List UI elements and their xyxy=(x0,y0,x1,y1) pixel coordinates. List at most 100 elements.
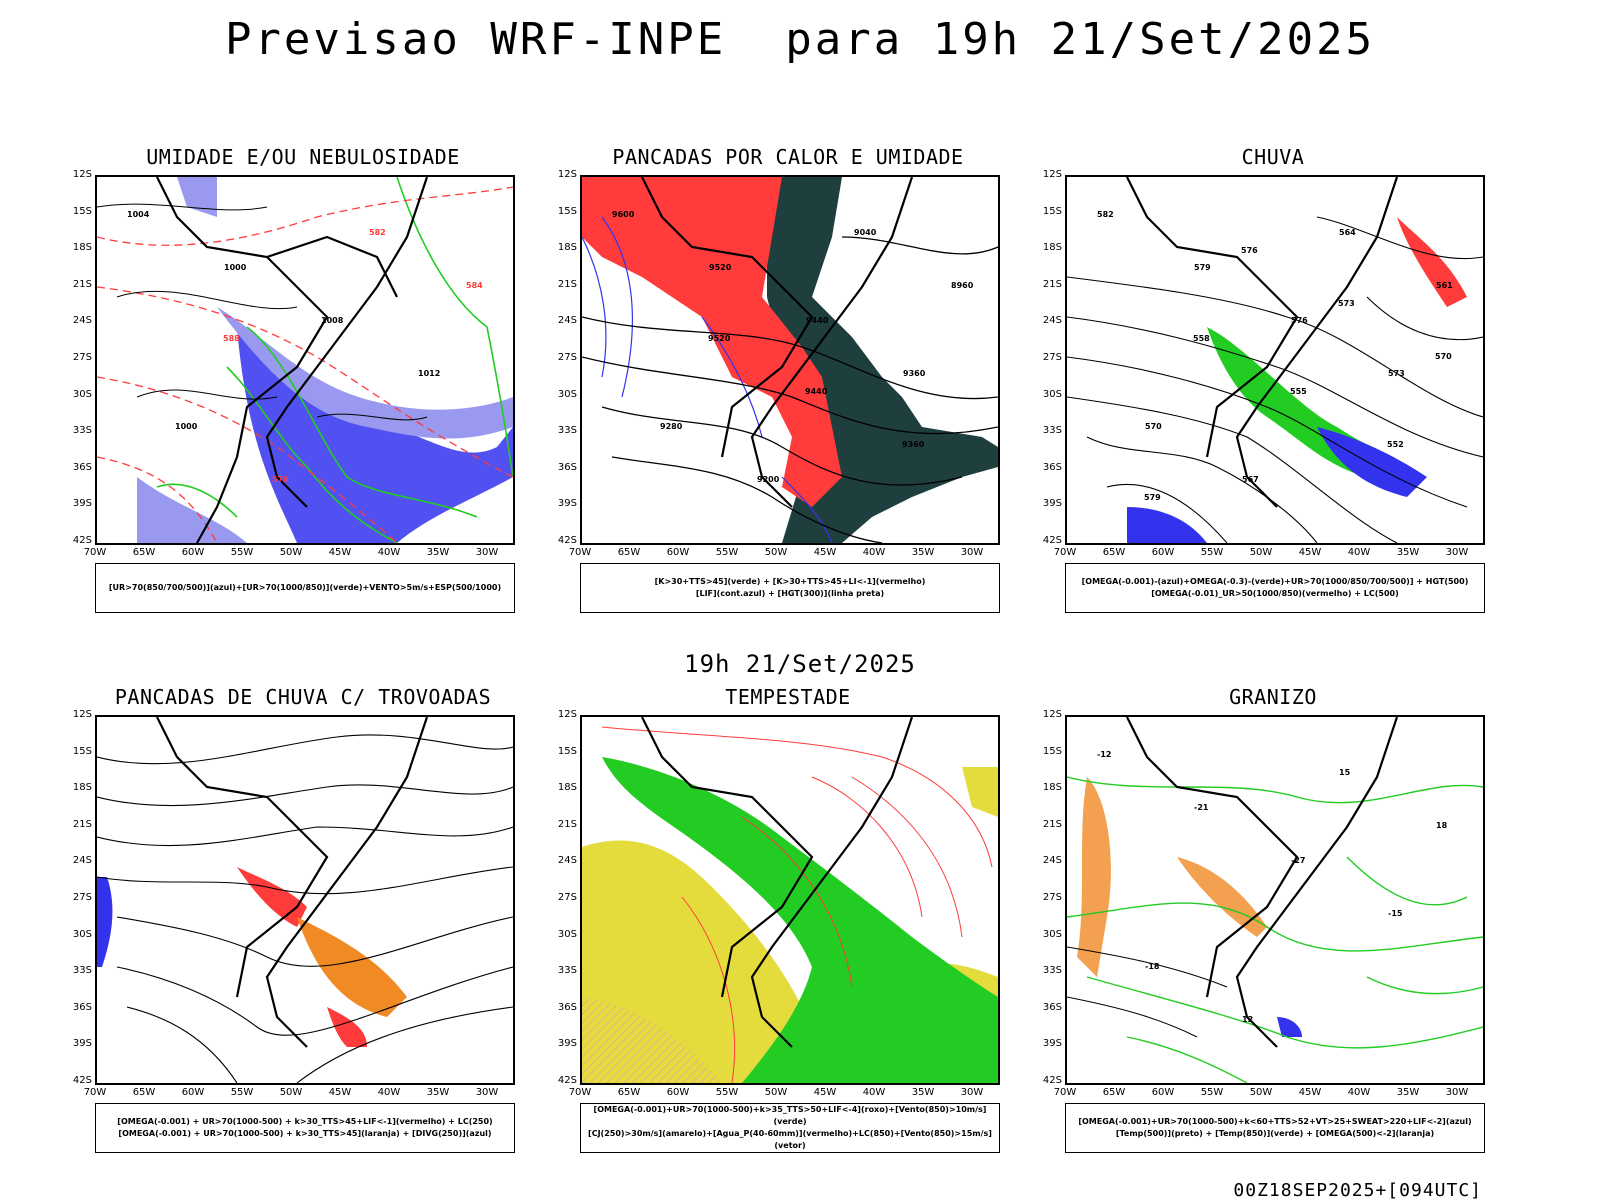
lon-tick-label: 65W xyxy=(132,1087,156,1098)
contour-value-label: -15 xyxy=(1388,909,1403,918)
lat-tick-label: 27S xyxy=(1042,352,1062,363)
legend-box: [OMEGA(-0.001) + UR>70(1000-500) + k>30_… xyxy=(95,1103,515,1153)
lat-tick-label: 27S xyxy=(1042,892,1062,903)
panel-umidade: UMIDADE E/OU NEBULOSIDADE xyxy=(58,145,548,645)
lon-tick-label: 50W xyxy=(764,547,788,558)
orange-shower-region xyxy=(297,917,407,1017)
hgt300-contour xyxy=(841,236,998,255)
lat-tick-label: 21S xyxy=(72,278,92,290)
legend-line: [Temp(500)](preto) + [Temp(850)](verde) … xyxy=(1115,1129,1435,1138)
streamline xyxy=(116,966,513,1036)
panel-tempestade: TEMPESTADE xyxy=(543,685,1033,1185)
contour-value-label: 1008 xyxy=(321,316,344,325)
blue-rain-region xyxy=(1127,507,1207,543)
red-dashed-contour xyxy=(97,186,513,246)
lat-tick-label: 42S xyxy=(1042,1075,1062,1086)
streamline xyxy=(97,866,513,895)
lon-tick-label: 70W xyxy=(1053,1087,1077,1098)
lon-tick-label: 45W xyxy=(328,547,352,558)
panel-trovoadas: PANCADAS DE CHUVA C/ TROVOADAS xyxy=(58,685,548,1185)
lat-tick-label: 39S xyxy=(72,498,92,510)
red-thunderstorm-region xyxy=(237,867,307,927)
hgt500-contour xyxy=(1106,483,1228,543)
yellow-jet-region xyxy=(962,767,998,817)
lat-tick-label: 30S xyxy=(1042,928,1062,940)
lat-tick-label: 39S xyxy=(1042,498,1062,510)
streamline xyxy=(97,826,513,847)
contour-value-label: 582 xyxy=(369,228,386,237)
lon-tick-label: 60W xyxy=(1151,547,1175,558)
lat-tick-label: 21S xyxy=(1042,278,1062,290)
lat-tick-label: 30S xyxy=(72,388,92,400)
lat-tick-label: 39S xyxy=(72,1038,92,1050)
lat-tick-label: 42S xyxy=(1042,535,1062,546)
streamline xyxy=(97,734,513,765)
lat-tick-label: 15S xyxy=(557,205,577,217)
lon-tick-label: 55W xyxy=(230,547,254,558)
light-blue-humidity-region xyxy=(137,477,247,543)
contour-value-label: 1004 xyxy=(127,210,150,219)
hgt300-contour xyxy=(582,356,998,435)
hgt500-contour xyxy=(1366,296,1483,341)
legend-box: [OMEGA(-0.001)-(azul)+OMEGA(-0.3)-(verde… xyxy=(1065,563,1485,613)
temp850-contour xyxy=(1067,776,1483,804)
lon-tick-label: 55W xyxy=(230,1087,254,1098)
blue-hail-region xyxy=(1277,1017,1302,1037)
lon-tick-label: 45W xyxy=(1298,1087,1322,1098)
contour-value-label: 564 xyxy=(1339,228,1356,237)
panel-title: UMIDADE E/OU NEBULOSIDADE xyxy=(146,145,460,169)
lat-tick-label: 21S xyxy=(557,278,577,290)
lat-tick-label: 18S xyxy=(1042,782,1062,794)
contour-value-label: 9280 xyxy=(660,422,683,431)
contour-value-label: 9360 xyxy=(903,369,926,378)
lon-tick-label: 60W xyxy=(181,1087,205,1098)
page-title: Previsao WRF-INPE para 19h 21/Set/2025 xyxy=(224,14,1376,65)
pink-hatched-region xyxy=(582,997,722,1083)
lon-tick-label: 30W xyxy=(960,1087,984,1098)
country-border xyxy=(1126,717,1299,998)
lat-tick-label: 12S xyxy=(557,709,577,720)
lon-tick-label: 35W xyxy=(426,547,450,558)
green-contour xyxy=(246,326,478,518)
lon-tick-label: 70W xyxy=(83,1087,107,1098)
lif-contour xyxy=(781,476,833,543)
lon-tick-label: 40W xyxy=(862,1087,886,1098)
contour-value-label: -12 xyxy=(1097,750,1111,759)
lon-tick-label: 40W xyxy=(862,547,886,558)
legend-line: [K>30+TTS>45](verde) + [K>30+TTS>45+LI<-… xyxy=(654,577,926,586)
lat-tick-label: 30S xyxy=(72,928,92,940)
lat-tick-label: 21S xyxy=(557,818,577,830)
lat-tick-label: 24S xyxy=(1042,855,1062,867)
legend-line: [OMEGA(-0.001) + UR>70(1000-500) + k>30_… xyxy=(117,1117,493,1126)
lat-tick-label: 18S xyxy=(557,782,577,794)
lat-tick-label: 15S xyxy=(1042,745,1062,757)
lat-tick-label: 42S xyxy=(557,535,577,546)
blue-humidity-region xyxy=(237,327,513,543)
contour-value-label: 9040 xyxy=(854,228,877,237)
temp850-contour xyxy=(1366,976,1483,995)
red-thunderstorm-region xyxy=(327,1007,367,1047)
contour-value-label: 9360 xyxy=(902,440,925,449)
lc850-streamline xyxy=(601,726,993,868)
lat-tick-label: 24S xyxy=(72,315,92,327)
lon-tick-label: 65W xyxy=(617,1087,641,1098)
legend-line: [CJ(250)>30m/s](amarelo)+[Agua_P(40-60mm… xyxy=(588,1129,992,1150)
light-blue-humidity-region xyxy=(177,177,217,217)
legend-box: [UR>70(850/700/500)](azul)+[UR>70(1000/8… xyxy=(95,563,515,613)
lc850-streamline xyxy=(811,776,923,918)
lon-tick-label: 70W xyxy=(1053,547,1077,558)
hgt500-contour xyxy=(1067,276,1483,418)
green-wind-region xyxy=(602,757,998,1083)
lon-tick-label: 30W xyxy=(1445,1087,1469,1098)
lon-tick-label: 50W xyxy=(1249,547,1273,558)
contour-value-label: 9600 xyxy=(612,210,635,219)
lon-tick-label: 35W xyxy=(911,547,935,558)
lat-tick-label: 36S xyxy=(1042,1001,1062,1013)
panel-title: TEMPESTADE xyxy=(725,685,851,709)
lon-tick-label: 40W xyxy=(377,547,401,558)
lat-tick-label: 12S xyxy=(72,169,92,180)
streamline xyxy=(126,1006,238,1083)
lat-tick-label: 15S xyxy=(1042,205,1062,217)
country-border xyxy=(156,177,329,543)
legend-box: [OMEGA(-0.001)+UR>70(1000-500)+k<60+TTS>… xyxy=(1065,1103,1485,1153)
